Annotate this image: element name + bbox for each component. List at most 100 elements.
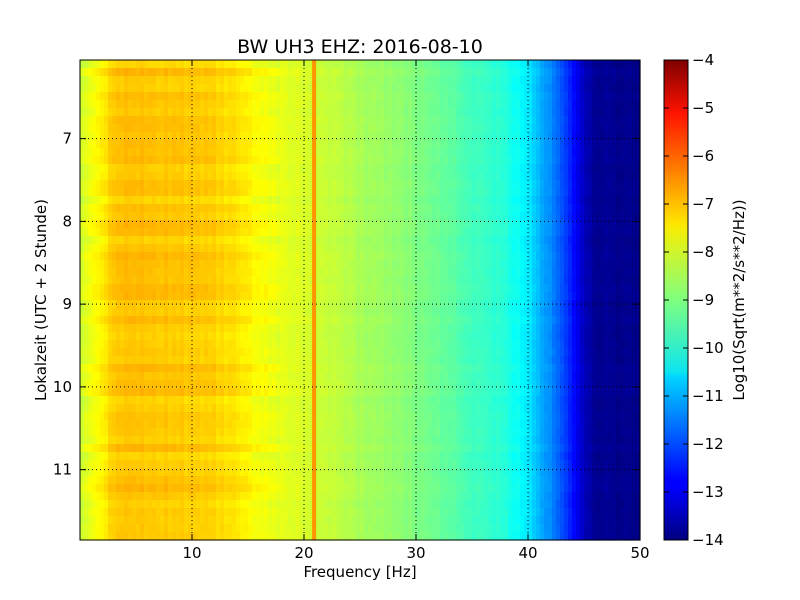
heatmap-cell — [348, 380, 353, 389]
heatmap-cell — [212, 180, 217, 189]
heatmap-cell — [172, 404, 177, 413]
heatmap-cell — [244, 532, 249, 541]
heatmap-cell — [340, 148, 345, 157]
heatmap-cell — [280, 60, 285, 69]
heatmap-cell — [400, 308, 405, 317]
heatmap-cell — [324, 60, 329, 69]
heatmap-cell — [248, 524, 253, 533]
heatmap-cell — [120, 164, 125, 173]
heatmap-cell — [380, 484, 385, 493]
heatmap-cell — [392, 76, 397, 85]
heatmap-cell — [356, 172, 361, 181]
heatmap-cell — [204, 308, 209, 317]
heatmap-cell — [124, 252, 129, 261]
heatmap-cell — [88, 188, 93, 197]
heatmap-cell — [168, 508, 173, 517]
heatmap-cell — [212, 348, 217, 357]
heatmap-cell — [240, 284, 245, 293]
heatmap-cell — [168, 220, 173, 229]
heatmap-cell — [84, 156, 89, 165]
heatmap-cell — [352, 124, 357, 133]
heatmap-cell — [132, 484, 137, 493]
heatmap-cell — [388, 404, 393, 413]
heatmap-cell — [80, 236, 85, 245]
heatmap-cell — [208, 412, 213, 421]
heatmap-cell — [336, 92, 341, 101]
heatmap-cell — [84, 436, 89, 445]
heatmap-cell — [324, 460, 329, 469]
heatmap-cell — [196, 292, 201, 301]
heatmap-cell — [332, 444, 337, 453]
heatmap-cell — [244, 300, 249, 309]
heatmap-cell — [352, 260, 357, 269]
heatmap-cell — [216, 420, 221, 429]
heatmap-cell — [88, 244, 93, 253]
heatmap-cell — [280, 284, 285, 293]
heatmap-cell — [368, 372, 373, 381]
heatmap-cell — [288, 300, 293, 309]
heatmap-cell — [284, 332, 289, 341]
heatmap-cell — [136, 476, 141, 485]
heatmap-cell — [212, 196, 217, 205]
heatmap-cell — [120, 108, 125, 117]
heatmap-cell — [212, 452, 217, 461]
heatmap-cell — [112, 228, 117, 237]
heatmap-cell — [112, 532, 117, 541]
heatmap-cell — [176, 244, 181, 253]
heatmap-cell — [336, 444, 341, 453]
heatmap-cell — [332, 412, 337, 421]
heatmap-cell — [324, 188, 329, 197]
heatmap-cell — [260, 316, 265, 325]
heatmap-cell — [156, 156, 161, 165]
heatmap-cell — [88, 476, 93, 485]
heatmap-cell — [284, 228, 289, 237]
heatmap-cell — [156, 228, 161, 237]
heatmap-cell — [148, 76, 153, 85]
heatmap-cell — [228, 348, 233, 357]
heatmap-cell — [300, 92, 305, 101]
heatmap-cell — [88, 372, 93, 381]
heatmap-cell — [192, 244, 197, 253]
heatmap-cell — [400, 444, 405, 453]
heatmap-cell — [304, 308, 309, 317]
heatmap-cell — [84, 516, 89, 525]
heatmap-cell — [252, 276, 257, 285]
heatmap-cell — [236, 76, 241, 85]
heatmap-cell — [268, 468, 273, 477]
heatmap-cell — [280, 116, 285, 125]
heatmap-cell — [412, 60, 417, 69]
heatmap-cell — [220, 212, 225, 221]
heatmap-cell — [248, 372, 253, 381]
heatmap-cell — [148, 436, 153, 445]
heatmap-cell — [360, 188, 365, 197]
heatmap-cell — [292, 364, 297, 373]
heatmap-cell — [128, 220, 133, 229]
heatmap-cell — [128, 316, 133, 325]
heatmap-cell — [336, 292, 341, 301]
heatmap-cell — [296, 532, 301, 541]
heatmap-cell — [264, 276, 269, 285]
heatmap-cell — [248, 156, 253, 165]
heatmap-cell — [368, 268, 373, 277]
heatmap-cell — [252, 428, 257, 437]
heatmap-cell — [116, 300, 121, 309]
heatmap-cell — [136, 380, 141, 389]
heatmap-cell — [356, 140, 361, 149]
heatmap-cell — [296, 508, 301, 517]
heatmap-cell — [164, 396, 169, 405]
heatmap-cell — [252, 116, 257, 125]
heatmap-cell — [256, 236, 261, 245]
heatmap-cell — [80, 508, 85, 517]
heatmap-cell — [224, 220, 229, 229]
heatmap-cell — [128, 236, 133, 245]
heatmap-cell — [304, 108, 309, 117]
heatmap-cell — [280, 244, 285, 253]
heatmap-cell — [196, 508, 201, 517]
heatmap-cell — [212, 76, 217, 85]
heatmap-cell — [272, 444, 277, 453]
heatmap-cell — [360, 348, 365, 357]
heatmap-cell — [320, 508, 325, 517]
heatmap-cell — [372, 452, 377, 461]
heatmap-cell — [184, 500, 189, 509]
heatmap-cell — [200, 292, 205, 301]
